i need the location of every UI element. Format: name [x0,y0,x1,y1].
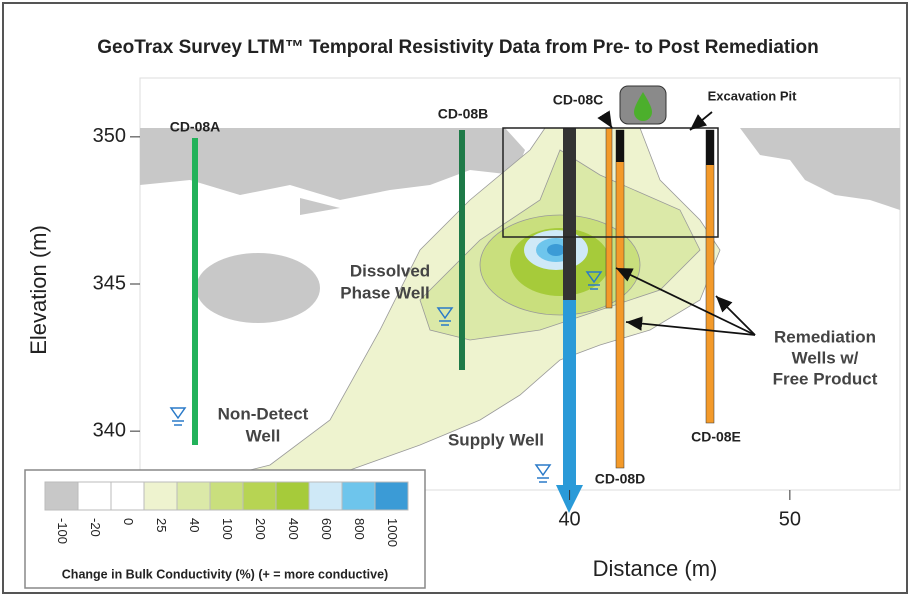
well-supply [563,300,576,485]
well-casing [616,130,624,162]
well-supply [563,128,576,300]
annotation: Well [246,426,281,445]
well-cd08c [606,128,612,308]
legend-tick-label: -100 [55,518,70,544]
contour-1000 [547,244,565,256]
well-cd08e [706,130,714,423]
legend-tick-label: 0 [121,518,136,525]
chart: GeoTrax Survey LTM™ Temporal Resistivity… [0,0,911,597]
legend-tick-label: 40 [187,518,202,532]
well-cd08b [459,130,465,370]
x-axis-label: Distance (m) [593,556,718,581]
legend-swatch [177,482,210,510]
legend-swatch [342,482,375,510]
y-axis-label: Elevation (m) [26,225,51,355]
x-tick-label: 40 [558,508,580,530]
legend-swatch [144,482,177,510]
y-tick-label: 350 [93,125,126,147]
legend-tick-label: 200 [253,518,268,540]
annotation: Phase Well [340,283,429,302]
legend-tick-label: 1000 [385,518,400,547]
chart-title: GeoTrax Survey LTM™ Temporal Resistivity… [97,37,818,58]
legend-title: Change in Bulk Conductivity (%) (+ = mor… [62,567,388,581]
annotation: Supply Well [448,430,544,449]
contour-gray [196,253,320,323]
legend-tick-label: 100 [220,518,235,540]
well-label: CD-08B [438,106,489,122]
legend-tick-label: 800 [352,518,367,540]
x-tick-label: 50 [779,508,801,530]
legend-tick-label: 600 [319,518,334,540]
legend-swatch [45,482,78,510]
legend-swatch [276,482,309,510]
well-casing [706,130,714,165]
legend-swatch [210,482,243,510]
legend-tick-label: 400 [286,518,301,540]
well-label: CD-08C [553,92,604,108]
annotation: Dissolved [350,261,430,280]
y-tick-label: 340 [93,419,126,441]
well-cd08d [616,130,624,468]
annotation: Remediation [774,327,876,346]
pit-label: Excavation Pit [708,88,798,103]
annotation: Non-Detect [218,404,309,423]
plot-area: CD-08A CD-08B CD-08C CD-08D CD-08E Excav… [140,78,900,513]
well-label: CD-08E [691,429,741,445]
legend-swatch [111,482,144,510]
y-tick-label: 345 [93,272,126,294]
legend-swatch [243,482,276,510]
legend-swatch [78,482,111,510]
well-label: CD-08D [595,471,646,487]
annotation: Free Product [773,369,878,388]
annotation: Wells w/ [792,348,859,367]
well-label: CD-08A [170,119,221,135]
legend-tick-label: -20 [88,518,103,537]
legend-swatch [375,482,408,510]
legend-tick-label: 25 [154,518,169,532]
legend-swatch [309,482,342,510]
well-cd08a [192,138,198,445]
